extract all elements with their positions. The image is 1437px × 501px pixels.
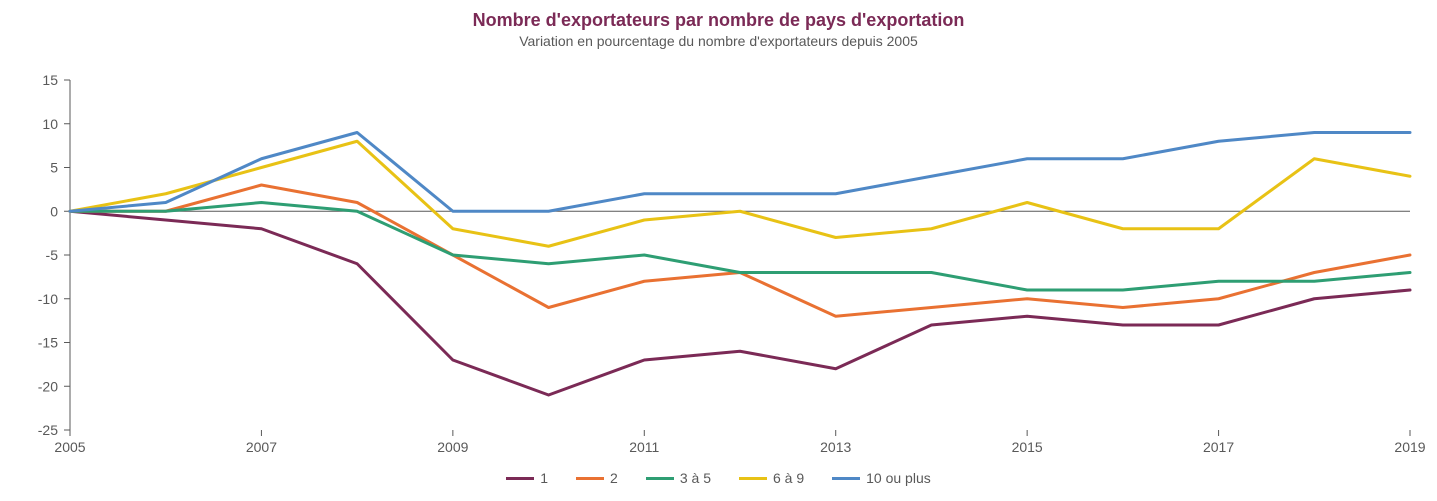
chart-plot: -25 -20 -15 -10 -5 0 5 10 15 2005 2007 2009 2011 2013… — [0, 0, 1430, 470]
series-s1 — [70, 211, 1410, 395]
legend-label: 2 — [610, 470, 618, 486]
legend-label: 10 ou plus — [866, 470, 931, 486]
y-tick-label: 5 — [50, 160, 58, 176]
x-tick-label: 2011 — [629, 439, 659, 455]
x-tick-label: 2017 — [1203, 439, 1234, 455]
y-tick-label: -5 — [46, 247, 59, 263]
legend-swatch — [506, 477, 534, 480]
x-tick-label: 2007 — [246, 439, 277, 455]
legend-label: 6 à 9 — [773, 470, 804, 486]
y-tick-label: 10 — [42, 116, 58, 132]
y-tick-label: -15 — [38, 335, 58, 351]
legend-label: 3 à 5 — [680, 470, 711, 486]
legend-label: 1 — [540, 470, 548, 486]
y-tick-label: -25 — [38, 422, 58, 438]
legend-swatch — [576, 477, 604, 480]
legend-item: 1 — [506, 470, 548, 486]
legend-item: 3 à 5 — [646, 470, 711, 486]
chart-legend: 1 2 3 à 5 6 à 9 10 ou plus — [0, 470, 1437, 486]
legend-item: 6 à 9 — [739, 470, 804, 486]
series-s3 — [70, 203, 1410, 291]
series-s5 — [70, 133, 1410, 212]
x-tick-label: 2019 — [1394, 439, 1425, 455]
x-tick-label: 2009 — [437, 439, 468, 455]
x-tick-label: 2005 — [54, 439, 85, 455]
chart-container: { "chart": { "type": "line", "title": "N… — [0, 0, 1437, 501]
legend-swatch — [739, 477, 767, 480]
legend-item: 2 — [576, 470, 618, 486]
y-tick-label: -10 — [38, 291, 58, 307]
y-tick-label: -20 — [38, 378, 58, 394]
legend-swatch — [646, 477, 674, 480]
legend-item: 10 ou plus — [832, 470, 931, 486]
y-tick-label: 0 — [50, 203, 58, 219]
x-tick-label: 2015 — [1012, 439, 1043, 455]
legend-swatch — [832, 477, 860, 480]
x-tick-label: 2013 — [820, 439, 851, 455]
y-tick-label: 15 — [42, 72, 58, 88]
